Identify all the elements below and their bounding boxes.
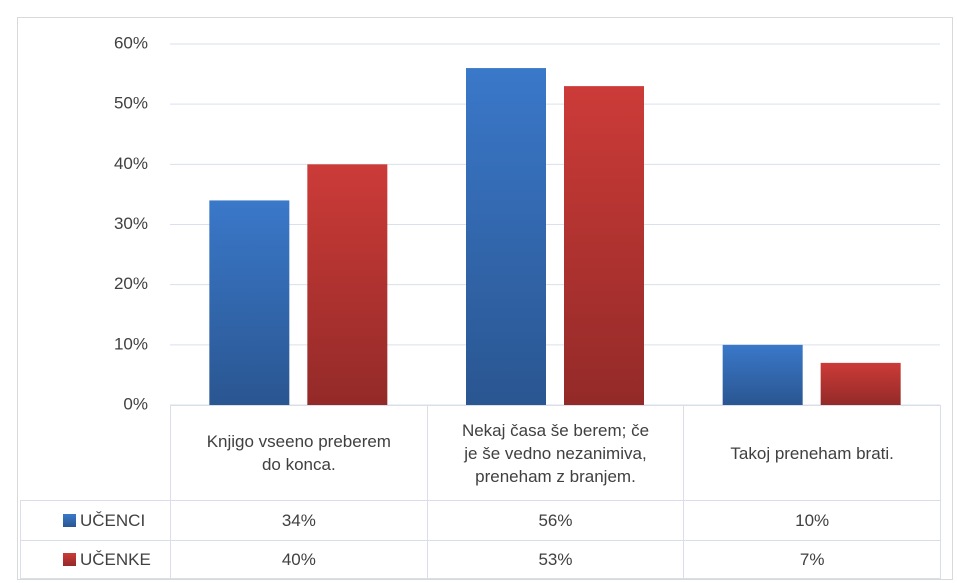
legend-cell: UČENKE bbox=[20, 540, 171, 579]
y-tick-label: 20% bbox=[114, 274, 148, 293]
x-category-label: Takoj preneham brati. bbox=[683, 405, 941, 501]
x-category-label: Nekaj časa še berem; če je še vedno neza… bbox=[426, 405, 685, 501]
data-label: 7% bbox=[683, 540, 941, 579]
y-tick-label: 30% bbox=[114, 214, 148, 233]
bar bbox=[564, 86, 644, 405]
legend-label: UČENKE bbox=[80, 550, 151, 569]
bar bbox=[722, 344, 803, 405]
legend-key bbox=[63, 514, 76, 527]
x-category-label: Knjigo vseeno preberem do konca. bbox=[170, 405, 428, 501]
bar bbox=[466, 68, 546, 406]
legend-label: UČENCI bbox=[80, 511, 146, 530]
legend-key bbox=[63, 553, 76, 566]
data-label: 34% bbox=[170, 500, 428, 541]
data-label: 10% bbox=[683, 500, 941, 541]
data-label: 56% bbox=[426, 500, 685, 541]
y-tick-label: 50% bbox=[114, 94, 148, 113]
y-tick-label: 0% bbox=[123, 394, 148, 413]
bar bbox=[820, 362, 901, 405]
legend-cell: UČENCI bbox=[20, 500, 171, 541]
y-tick-label: 60% bbox=[114, 33, 148, 52]
y-tick-label: 40% bbox=[114, 154, 148, 173]
chart-border bbox=[17, 17, 953, 580]
y-tick-label: 10% bbox=[114, 334, 148, 353]
data-label: 40% bbox=[170, 540, 428, 579]
bar bbox=[209, 200, 290, 405]
data-label: 53% bbox=[426, 540, 685, 579]
bar bbox=[307, 164, 388, 405]
